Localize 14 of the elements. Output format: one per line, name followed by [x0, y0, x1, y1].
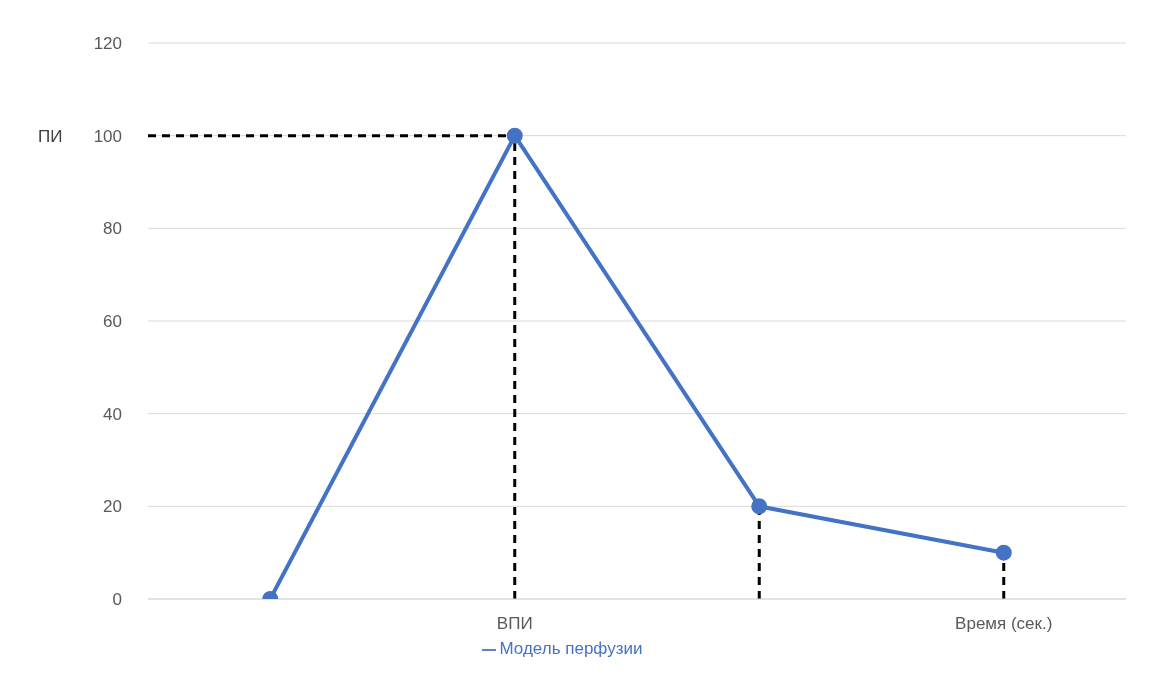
- x-tick-label: ВПИ: [496, 614, 533, 634]
- y-tick-label: 120: [93, 34, 122, 54]
- point: [506, 127, 523, 144]
- y-axis-title: ПИ: [38, 126, 63, 146]
- y-tick-label: 40: [103, 404, 122, 424]
- legend-label: Модель перфузии: [499, 639, 643, 658]
- x-tick-label: Время (сек.): [955, 614, 1053, 634]
- point: [751, 498, 768, 515]
- y-tick-label: 100: [93, 126, 122, 146]
- y-tick-label: 80: [103, 219, 122, 239]
- y-tick-label: 60: [103, 312, 122, 332]
- y-tick-label: 0: [112, 590, 122, 610]
- y-tick-label: 20: [103, 497, 122, 517]
- point: [995, 544, 1012, 561]
